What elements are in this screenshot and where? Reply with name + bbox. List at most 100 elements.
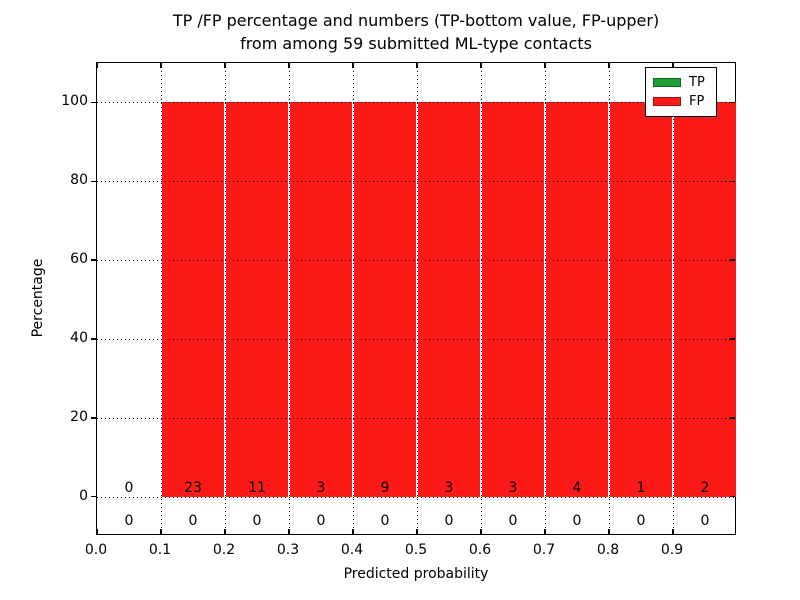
y-tick-mark-right [730, 259, 735, 261]
y-tick-label: 100 [61, 93, 88, 110]
x-tick-label: 0.3 [276, 542, 300, 558]
x-axis-label: Predicted probability [343, 566, 489, 582]
bar-fp [610, 102, 672, 497]
x-tick-mark [480, 529, 482, 534]
fp-count-label: 3 [508, 479, 518, 496]
y-tick-label: 40 [70, 329, 88, 346]
gridline-vertical [609, 63, 610, 534]
tp-count-label: 0 [508, 512, 518, 529]
fp-count-label: 3 [444, 479, 454, 496]
bar-fp [290, 102, 352, 497]
x-tick-mark [416, 529, 418, 534]
x-tick-label: 0.5 [404, 542, 428, 558]
x-tick-mark [288, 529, 290, 534]
x-tick-label: 0.1 [148, 542, 172, 558]
x-tick-mark [608, 529, 610, 534]
gridline-vertical [545, 63, 546, 534]
y-tick-mark-right [730, 101, 735, 104]
fp-count-label: 1 [636, 479, 646, 496]
fp-count-label: 3 [316, 479, 326, 496]
y-tick-mark-right [730, 180, 735, 182]
y-tick-mark [90, 101, 96, 104]
x-tick-mark [352, 529, 354, 534]
tp-count-label: 0 [700, 512, 710, 529]
bar-fp [226, 102, 288, 497]
legend-swatch-tp [653, 78, 681, 87]
y-tick-mark-right [730, 495, 735, 498]
tp-count-label: 0 [316, 512, 326, 529]
gridline-vertical [161, 63, 162, 534]
gridline-horizontal [97, 102, 735, 104]
x-tick-label: 0.4 [340, 542, 364, 558]
gridline-vertical [481, 63, 482, 534]
plot-area: 0 0 0 0 0 0 0 0 0 0 0 23 11 3 9 3 3 4 1 2 [90, 62, 736, 535]
gridline-vertical [289, 63, 290, 534]
x-tick-label: 0.8 [596, 542, 620, 558]
tp-count-label: 0 [380, 512, 390, 529]
x-tick-mark-top [544, 63, 546, 68]
x-tick-mark-top [352, 63, 354, 68]
x-tick-mark [224, 529, 226, 534]
x-tick-mark-top [96, 63, 98, 68]
x-tick-mark-top [480, 63, 482, 68]
tp-count-label: 0 [124, 512, 134, 529]
x-tick-mark-top [224, 63, 226, 68]
gridline-horizontal [97, 496, 735, 498]
gridline-horizontal [97, 417, 735, 419]
bar-fp [354, 102, 416, 497]
legend: TP FP [645, 67, 717, 117]
x-tick-mark [160, 529, 162, 534]
y-tick-mark [90, 417, 96, 419]
legend-label: FP [689, 94, 705, 109]
chart-title-line: from among 59 submitted ML-type contacts [240, 34, 592, 53]
tp-count-label: 0 [444, 512, 454, 529]
gridline-vertical [673, 63, 674, 534]
gridline-vertical [353, 63, 354, 534]
y-axis-label: Percentage [30, 258, 46, 338]
x-tick-label: 0.0 [84, 542, 108, 558]
gridline-vertical [417, 63, 418, 534]
tp-count-label: 0 [636, 512, 646, 529]
gridline-horizontal [97, 181, 735, 183]
x-tick-label: 0.6 [468, 542, 492, 558]
x-tick-mark [544, 529, 546, 534]
fp-count-label: 23 [184, 479, 202, 496]
x-tick-mark-top [672, 63, 674, 68]
y-tick-mark-right [730, 338, 735, 340]
y-tick-label: 60 [70, 251, 88, 268]
x-tick-mark-top [288, 63, 290, 68]
y-tick-mark-right [730, 417, 735, 419]
bar-fp [674, 102, 736, 497]
tp-count-label: 0 [572, 512, 582, 529]
legend-entry-tp: TP [653, 73, 709, 92]
chart-title: TP /FP percentage and numbers (TP-bottom… [96, 9, 736, 55]
bar-fp [482, 102, 544, 497]
fp-count-label: 0 [124, 479, 134, 496]
y-tick-label: 0 [79, 487, 88, 504]
gridline-horizontal [97, 260, 735, 262]
x-tick-mark-top [608, 63, 610, 68]
bar-fp [162, 102, 224, 497]
y-tick-label: 80 [70, 172, 88, 189]
fp-count-label: 11 [248, 479, 266, 496]
legend-label: TP [689, 75, 705, 90]
fp-count-label: 9 [380, 479, 390, 496]
y-tick-mark [90, 338, 96, 340]
bar-fp [418, 102, 480, 497]
chart-title-line: TP /FP percentage and numbers (TP-bottom… [172, 11, 660, 30]
fp-count-label: 4 [572, 479, 582, 496]
tp-count-label: 0 [252, 512, 262, 529]
x-tick-mark [672, 529, 674, 534]
x-tick-label: 0.7 [532, 542, 556, 558]
y-tick-mark [90, 259, 96, 261]
gridline-horizontal [97, 338, 735, 340]
legend-swatch-fp [653, 97, 681, 106]
x-tick-label: 0.9 [660, 542, 684, 558]
legend-entry-fp: FP [653, 92, 709, 111]
x-tick-mark [96, 529, 98, 534]
x-tick-mark-top [416, 63, 418, 68]
bar-fp [546, 102, 608, 497]
fp-count-label: 2 [700, 479, 710, 496]
x-tick-label: 0.2 [212, 542, 236, 558]
